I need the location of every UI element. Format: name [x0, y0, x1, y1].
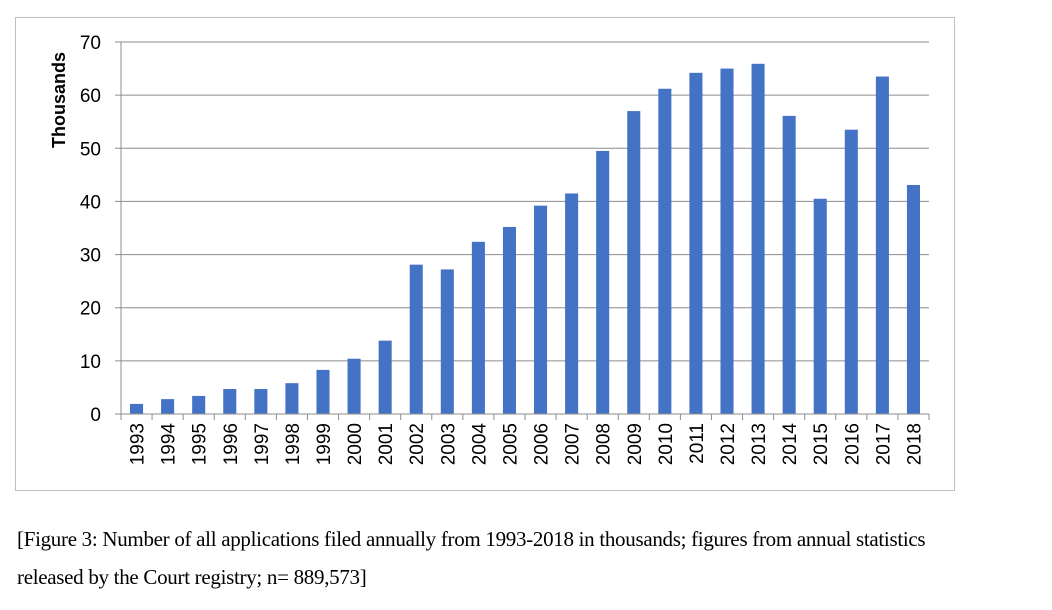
y-tick-label: 20 — [80, 299, 101, 320]
x-tick-label: 1996 — [221, 423, 242, 465]
bar-2016 — [844, 129, 858, 414]
bar-2006 — [534, 205, 548, 414]
x-tick-label: 2012 — [718, 423, 739, 465]
x-tick-label: 2009 — [625, 423, 646, 465]
bar-2015 — [813, 198, 827, 414]
gridlines — [115, 41, 929, 362]
chart-frame — [15, 17, 955, 491]
y-tick-label: 40 — [80, 192, 101, 213]
x-tick-label: 2015 — [811, 423, 832, 465]
bar-chart: 0 10 20 30 40 50 60 70 1993 1994 1995 1996 1997 1998… — [49, 33, 930, 466]
x-tick-label: 2005 — [500, 423, 521, 465]
bar-2018 — [906, 184, 920, 414]
x-tick-label: 2010 — [656, 423, 677, 465]
bar-1996 — [223, 389, 237, 414]
y-tick-label: 70 — [80, 33, 101, 54]
bar-1999 — [316, 369, 330, 414]
bar-2009 — [627, 111, 641, 414]
y-axis-title: Thousands — [49, 52, 69, 148]
x-tick-label: 1998 — [283, 423, 304, 465]
x-tick-label: 2014 — [780, 423, 801, 466]
bar-2014 — [782, 115, 796, 415]
x-tick-label: 2016 — [842, 423, 863, 465]
bar-2011 — [689, 72, 703, 414]
x-tick-label: 1999 — [314, 423, 335, 465]
bar-1994 — [161, 399, 175, 414]
bar-2000 — [347, 358, 361, 414]
bar-2005 — [502, 226, 516, 414]
x-tick-label: 2001 — [376, 423, 397, 465]
bar-1997 — [254, 389, 268, 414]
bar-2010 — [658, 88, 672, 414]
bar-2002 — [409, 264, 423, 414]
x-tick-label: 1993 — [128, 423, 149, 465]
x-tick-label: 2017 — [873, 423, 894, 465]
bar-2017 — [875, 76, 889, 415]
bar-2012 — [720, 68, 734, 415]
x-tick-label: 2011 — [687, 423, 708, 464]
bars — [130, 63, 920, 415]
y-tick-label: 10 — [80, 352, 101, 373]
y-tick-label: 60 — [80, 86, 101, 107]
x-tick-label: 2008 — [594, 423, 615, 465]
bar-2007 — [565, 193, 579, 414]
bar-1993 — [130, 403, 144, 414]
x-tick-label: 1997 — [252, 423, 273, 465]
x-tick-label: 2003 — [438, 423, 459, 465]
bar-1998 — [285, 383, 299, 414]
bar-2013 — [751, 63, 765, 414]
y-tick-label: 50 — [80, 139, 101, 160]
x-tick-label: 2006 — [532, 423, 553, 465]
y-tick-label: 0 — [90, 405, 101, 426]
bar-2001 — [378, 340, 392, 414]
x-tick-label: 2000 — [345, 423, 366, 465]
figure-caption-line-1: [Figure 3: Number of all applications fi… — [17, 527, 926, 551]
x-tick-labels: 1993 1994 1995 1996 1997 1998 1999 2000 2001 2002… — [128, 423, 926, 466]
x-tick-label: 2018 — [904, 423, 925, 465]
y-tick-label: 30 — [80, 246, 101, 267]
x-tick-label: 1994 — [159, 423, 180, 466]
bar-1995 — [192, 395, 206, 414]
bar-2004 — [471, 241, 485, 414]
bar-2003 — [440, 269, 454, 414]
x-tick-label: 2004 — [469, 423, 490, 466]
x-tick-label: 1995 — [190, 423, 211, 465]
y-tick-labels: 0 10 20 30 40 50 60 70 — [80, 33, 101, 426]
figure-caption-line-2: released by the Court registry; n= 889,5… — [17, 565, 367, 589]
x-tick-label: 2007 — [563, 423, 584, 465]
axes — [115, 42, 930, 420]
x-tick-label: 2013 — [749, 423, 770, 465]
x-tick-label: 2002 — [407, 423, 428, 465]
bar-2008 — [596, 150, 610, 414]
